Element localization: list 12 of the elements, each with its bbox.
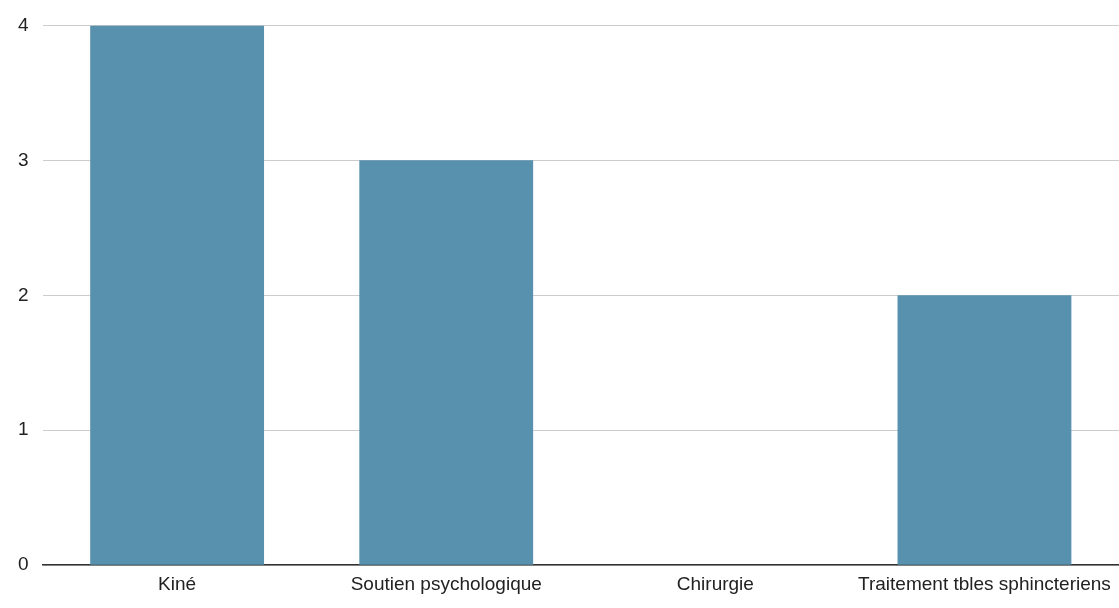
x-tick-label: Traitement tbles sphincteriens <box>858 572 1111 594</box>
y-tick-label: 1 <box>17 418 29 440</box>
y-tick-label: 4 <box>17 13 29 35</box>
x-tick-label: Chirurgie <box>676 572 754 594</box>
y-tick-label: 2 <box>17 283 29 305</box>
bar <box>359 160 534 565</box>
x-tick-label: Soutien psychologique <box>350 572 542 594</box>
y-tick-label: 3 <box>17 148 29 170</box>
x-tick-label: Kiné <box>158 572 197 594</box>
y-tick-label: 0 <box>17 553 29 575</box>
bar <box>897 295 1072 565</box>
bar <box>90 25 265 565</box>
